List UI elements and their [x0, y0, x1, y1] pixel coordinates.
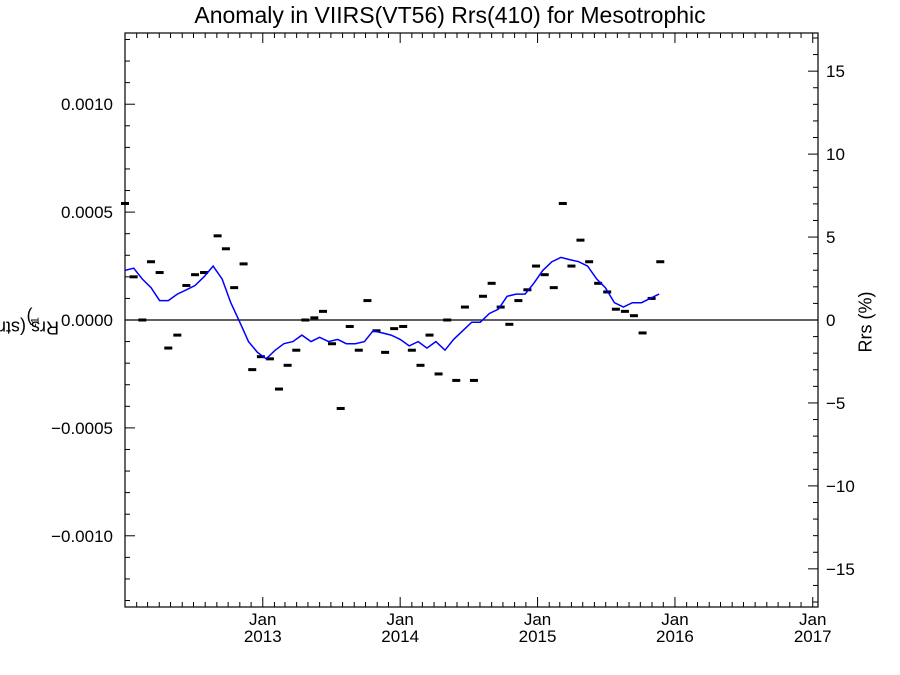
data-point-dash: [416, 363, 425, 367]
data-point-dash: [452, 378, 461, 382]
data-point-dash: [487, 281, 496, 285]
data-point-dash: [354, 348, 363, 352]
data-point-dash: [173, 333, 182, 337]
data-point-dash: [549, 286, 558, 290]
y-right-tick-label: −15: [826, 560, 855, 579]
data-point-dash: [460, 305, 469, 309]
data-point-dash: [230, 286, 239, 290]
data-point-dash: [248, 368, 257, 372]
data-point-dash: [540, 273, 549, 277]
data-point-dash: [505, 322, 514, 326]
y-right-tick-label: 5: [826, 228, 835, 247]
y-left-tick-label: −0.0005: [51, 419, 113, 438]
data-point-dash: [532, 264, 541, 268]
x-tick-label-year: 2014: [381, 627, 419, 646]
data-point-dash: [129, 275, 138, 279]
data-marks: [121, 201, 818, 410]
data-point-dash: [155, 271, 164, 275]
data-point-dash: [523, 288, 532, 292]
data-point-dash: [256, 355, 265, 359]
x-tick-label-year: 2016: [656, 627, 694, 646]
y-right-tick-label: 10: [826, 145, 845, 164]
data-point-dash: [629, 314, 638, 318]
data-point-dash: [558, 201, 567, 205]
data-point-dash: [336, 406, 345, 410]
chart-title: Anomaly in VIIRS(VT56) Rrs(410) for Meso…: [194, 2, 706, 28]
x-tick-label-month: Jan: [386, 610, 413, 629]
data-point-dash: [425, 333, 434, 337]
axes: 0.0010 0.0005 0.0000 −0.0005 −0.0010 15 10 5 0 −5…: [51, 33, 855, 646]
data-point-dash: [399, 324, 408, 328]
x-tick-label-month: Jan: [524, 610, 551, 629]
data-point-dash: [138, 318, 147, 322]
data-point-dash: [200, 271, 209, 275]
y-left-tick-label: −0.0010: [51, 527, 113, 546]
data-point-dash: [514, 299, 523, 303]
data-point-dash: [146, 260, 155, 264]
data-point-dash: [638, 331, 647, 335]
data-point-dash: [265, 357, 274, 361]
running-mean-line: [124, 256, 660, 360]
data-point-dash: [478, 294, 487, 298]
data-point-dash: [164, 346, 173, 350]
data-point-dash: [239, 262, 248, 266]
y-right-tick-label: 0: [826, 311, 835, 330]
data-point-dash: [611, 307, 620, 311]
y-left-tick-label: 0.0000: [61, 311, 113, 330]
data-point-dash: [363, 299, 372, 303]
data-point-dash: [274, 387, 283, 391]
data-point-dash: [372, 329, 381, 333]
data-point-dash: [221, 247, 230, 251]
data-point-dash: [213, 234, 222, 238]
x-tick-label-month: Jan: [661, 610, 688, 629]
data-point-dash: [283, 363, 292, 367]
x-tick-label-year: 2015: [519, 627, 557, 646]
data-point-dash: [620, 309, 629, 313]
data-point-dash: [292, 348, 301, 352]
y-right-tick-label: −10: [826, 477, 855, 496]
y-right-tick-label: 15: [826, 62, 845, 81]
data-point-dash: [319, 309, 327, 313]
data-point-dash: [301, 318, 310, 322]
data-point-dash: [576, 238, 585, 242]
data-point-dash: [381, 350, 390, 354]
data-point-dash: [121, 201, 129, 205]
data-point-dash: [345, 324, 354, 328]
data-point-dash: [310, 316, 319, 320]
data-point-dash: [443, 318, 452, 322]
data-point-dash: [567, 264, 576, 268]
data-point-dash: [469, 378, 478, 382]
data-point-dash: [182, 283, 191, 287]
data-point-dash: [434, 372, 443, 376]
data-point-dash: [328, 342, 337, 346]
data-point-dash: [390, 327, 399, 331]
x-tick-label-year: 2017: [794, 627, 832, 646]
y-right-tick-label: −5: [826, 394, 845, 413]
data-point-dash: [191, 273, 200, 277]
data-point-dash: [407, 348, 416, 352]
x-tick-label-year: 2013: [244, 627, 282, 646]
y-left-tick-label: 0.0005: [61, 203, 113, 222]
data-point-dash: [585, 260, 594, 264]
y-left-tick-label: 0.0010: [61, 95, 113, 114]
x-tick-label-month: Jan: [249, 610, 276, 629]
x-tick-label-month: Jan: [799, 610, 826, 629]
data-point-dash: [594, 281, 603, 285]
data-point-dash: [656, 260, 665, 264]
